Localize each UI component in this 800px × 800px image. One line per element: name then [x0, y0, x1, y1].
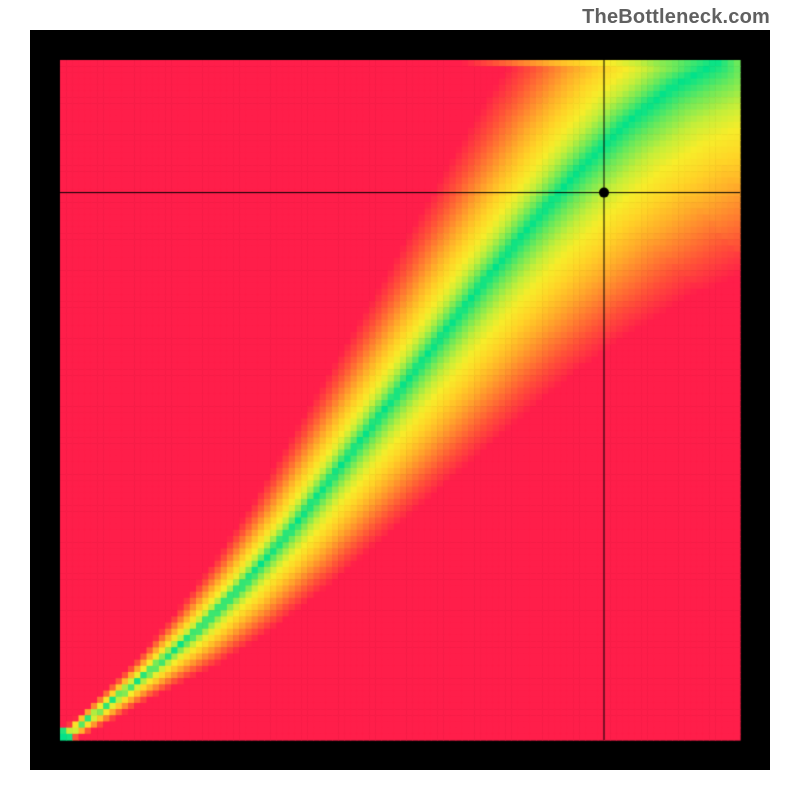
- watermark-text: TheBottleneck.com: [582, 6, 770, 29]
- heatmap-plot: [30, 30, 770, 770]
